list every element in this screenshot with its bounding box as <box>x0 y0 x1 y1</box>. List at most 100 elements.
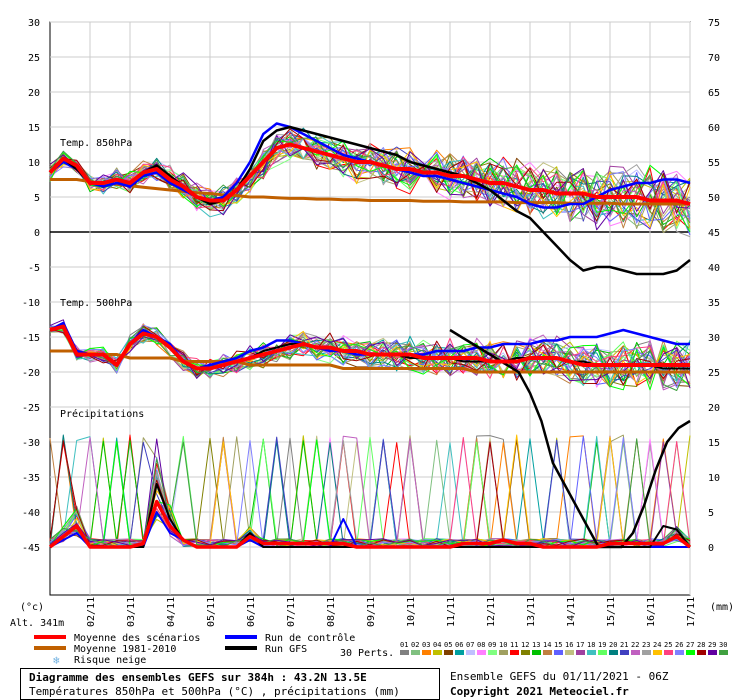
x-tick-label: 14/11 <box>566 597 577 627</box>
pert-legend-swatch <box>697 650 706 655</box>
pert-legend-swatch <box>466 650 475 655</box>
altitude-label: Alt. 341m <box>10 618 64 629</box>
pert-legend-swatch <box>488 650 497 655</box>
pert-legend-number: 09 <box>488 641 496 649</box>
left-tick-label: 15 <box>28 123 40 134</box>
x-tick-label: 06/11 <box>246 597 257 627</box>
pert-legend-swatch <box>543 650 552 655</box>
right-tick-label: 40 <box>708 263 720 274</box>
pert-legend-number: 01 <box>400 641 408 649</box>
snowflake-icon: ❄ <box>53 654 60 667</box>
x-tick-label: 15/11 <box>606 597 617 627</box>
pert-legend-swatch <box>576 650 585 655</box>
right-tick-label: 20 <box>708 403 720 414</box>
pert-legend-number: 21 <box>620 641 628 649</box>
pert-legend-swatch <box>620 650 629 655</box>
left-tick-label: -15 <box>22 333 40 344</box>
pert-legend-number: 24 <box>653 641 661 649</box>
left-axis-unit: (°c) <box>20 602 44 613</box>
perturbation-20-t850 <box>49 127 691 215</box>
x-tick-label: 04/11 <box>166 597 177 627</box>
pert-legend-number: 18 <box>587 641 595 649</box>
right-tick-label: 35 <box>708 298 720 309</box>
left-tick-label: 20 <box>28 88 40 99</box>
pert-legend-number: 30 <box>719 641 727 649</box>
pert-legend-swatch <box>642 650 651 655</box>
x-tick-label: 03/11 <box>126 597 137 627</box>
right-tick-label: 10 <box>708 473 720 484</box>
pert-legend-number: 23 <box>642 641 650 649</box>
pert-legend-swatch <box>565 650 574 655</box>
left-tick-label: 25 <box>28 53 40 64</box>
pert-legend-swatch <box>455 650 464 655</box>
right-tick-label: 15 <box>708 438 720 449</box>
pert-legend-number: 02 <box>411 641 419 649</box>
pert-legend-number: 12 <box>521 641 529 649</box>
pert-legend-swatch <box>444 650 453 655</box>
pert-legend-swatch <box>653 650 662 655</box>
right-tick-label: 60 <box>708 123 720 134</box>
x-tick-label: 13/11 <box>526 597 537 627</box>
left-tick-label: -35 <box>22 473 40 484</box>
pert-legend-swatch <box>675 650 684 655</box>
perturbation-28-precip <box>49 440 691 548</box>
footer-subtitle: Températures 850hPa et 500hPa (°C) , pré… <box>29 685 400 698</box>
pert-legend-number: 22 <box>631 641 639 649</box>
mean-t850 <box>48 142 691 206</box>
grid <box>49 21 691 596</box>
right-tick-label: 0 <box>708 543 714 554</box>
left-tick-label: 0 <box>34 228 40 239</box>
perturbation-28-t850 <box>49 128 691 222</box>
perturbation-23-t500 <box>49 325 691 384</box>
footer-title-box: Diagramme des ensembles GEFS sur 384h : … <box>20 668 440 700</box>
pert-legend-swatch <box>532 650 541 655</box>
pert-legend-swatch <box>598 650 607 655</box>
legend-snow: Risque neige <box>74 655 146 666</box>
mean-t500 <box>49 324 690 371</box>
label-t500: Temp. 500hPa <box>60 298 132 309</box>
left-tick-label: 30 <box>28 18 40 29</box>
left-tick-label: -40 <box>22 508 40 519</box>
left-tick-label: -30 <box>22 438 40 449</box>
x-tick-label: 02/11 <box>86 597 97 627</box>
left-tick-label: 10 <box>28 158 40 169</box>
perturbation-29-precip <box>49 438 691 548</box>
right-tick-label: 5 <box>708 508 714 519</box>
pert-legend-number: 05 <box>444 641 452 649</box>
pert-legend-number: 06 <box>455 641 463 649</box>
pert-legend-number: 17 <box>576 641 584 649</box>
x-tick-label: 09/11 <box>366 597 377 627</box>
pert-legend-number: 25 <box>664 641 672 649</box>
pert-legend-number: 16 <box>565 641 573 649</box>
pert-legend-number: 04 <box>433 641 441 649</box>
pert-legend-swatch <box>686 650 695 655</box>
legend-gfs: Run GFS <box>265 644 307 655</box>
right-tick-label: 65 <box>708 88 720 99</box>
mean-precip <box>48 499 692 549</box>
legend-clim: Moyenne 1981-2010 <box>74 644 176 655</box>
right-axis-unit: (mm) <box>710 602 734 613</box>
pert-legend-number: 28 <box>697 641 705 649</box>
legend: Moyenne des scénarios Moyenne 1981-2010 … <box>34 632 728 667</box>
pert-legend-swatch <box>587 650 596 655</box>
pert-legend-swatch <box>719 650 728 655</box>
right-tick-label: 75 <box>708 18 720 29</box>
right-tick-label: 70 <box>708 53 720 64</box>
gfs-precip-extended <box>449 328 691 549</box>
x-tick-label: 07/11 <box>286 597 297 627</box>
right-tick-label: 25 <box>708 368 720 379</box>
pert-legend-swatch <box>422 650 431 655</box>
pert-legend-swatch <box>631 650 640 655</box>
left-tick-label: -25 <box>22 403 40 414</box>
pert-legend-number: 08 <box>477 641 485 649</box>
pert-legend-swatch <box>433 650 442 655</box>
pert-legend-swatch <box>609 650 618 655</box>
footer-run: Ensemble GEFS du 01/11/2021 - 06Z <box>450 670 669 683</box>
pert-legend-number: 03 <box>422 641 430 649</box>
perturbation-27-t500 <box>49 329 691 391</box>
x-axis-ticks: 02/11 03/11 04/11 05/11 06/11 07/11 08/11 09/11… <box>86 597 697 627</box>
x-tick-label: 08/11 <box>326 597 337 627</box>
